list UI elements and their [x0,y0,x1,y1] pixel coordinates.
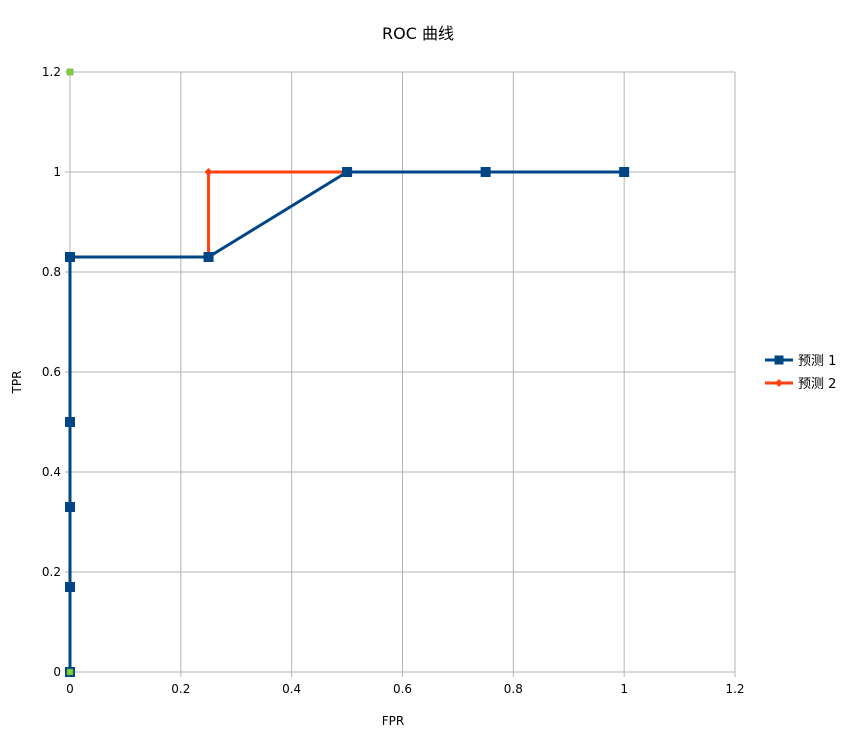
data-point [480,167,491,177]
legend: 预测 1 预测 2 [765,354,836,392]
data-point [65,502,75,512]
legend-marker [775,379,783,387]
y-tick-label: 1 [53,165,61,179]
data-point [203,252,214,262]
data-point [66,668,74,676]
y-axis-label: TPR [10,371,24,395]
grid [65,71,736,677]
chart-title: ROC 曲线 [382,24,454,43]
x-tick-label: 0.4 [282,682,301,696]
legend-marker [774,355,784,365]
x-tick-label: 0.2 [171,682,190,696]
extra-points [66,68,74,676]
data-point [65,417,75,427]
legend-item-2: 预测 2 [765,377,836,392]
data-point [65,252,75,262]
data-point [619,167,630,177]
legend-label: 预测 1 [798,354,836,369]
x-axis-label: FPR [382,714,404,728]
y-tick-label: 0.8 [42,265,61,279]
x-tick-label: 1.2 [725,682,744,696]
legend-item-1: 预测 1 [765,354,836,369]
series-line [68,170,625,672]
y-tick-label: 0 [53,665,61,679]
y-tick-label: 0.2 [42,565,61,579]
series [65,68,630,677]
data-point [204,168,213,176]
y-tick-label: 0.6 [42,365,61,379]
data-point [66,68,74,76]
legend-label: 预测 2 [798,377,836,392]
y-tick-label: 0.4 [42,465,61,479]
x-tick-label: 1 [620,682,628,696]
series-1 [65,167,630,677]
data-point [65,582,75,592]
x-tick-label: 0.6 [393,682,412,696]
tick-labels: 0 0.2 0.4 0.6 0.8 1 1.2 0 0.2 0.4 0.6 0.8 1 1.2 [42,65,745,696]
x-tick-label: 0.8 [504,682,523,696]
x-tick-label: 0 [66,682,74,696]
data-point [342,167,353,177]
y-tick-label: 1.2 [42,65,61,79]
